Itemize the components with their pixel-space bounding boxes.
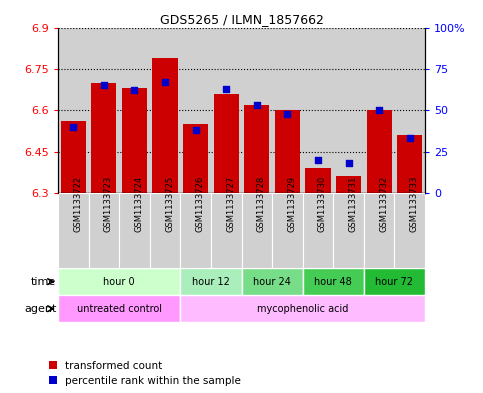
Legend: transformed count, percentile rank within the sample: transformed count, percentile rank withi… [49,361,241,386]
Bar [88,193,119,268]
Bar [119,28,150,193]
Point [284,110,291,117]
Text: GSM1133728: GSM1133728 [257,176,266,232]
Text: GSM1133727: GSM1133727 [226,176,235,232]
Text: untreated control: untreated control [77,304,162,314]
Bar [58,295,180,322]
Bar [275,110,300,193]
Bar [213,94,239,193]
Point [253,102,261,108]
Point [222,86,230,92]
Bar [61,121,86,193]
Bar [180,268,242,295]
Bar [58,28,88,193]
Bar [58,193,88,268]
Bar [303,28,333,193]
Bar [153,58,178,193]
Bar [88,28,119,193]
Point [192,127,199,133]
Text: GSM1133724: GSM1133724 [134,176,143,232]
Bar [272,193,303,268]
Bar [150,193,180,268]
Text: GSM1133732: GSM1133732 [379,176,388,232]
Text: mycophenolic acid: mycophenolic acid [257,304,348,314]
Point [314,157,322,163]
Bar [397,135,422,193]
Bar [333,28,364,193]
Bar [272,28,303,193]
Bar [395,28,425,193]
Bar [242,268,303,295]
Bar [395,193,425,268]
Bar [244,105,270,193]
Text: hour 24: hour 24 [253,277,291,286]
Bar [364,28,395,193]
Point [375,107,383,113]
Bar [336,176,361,193]
Text: hour 0: hour 0 [103,277,135,286]
Bar [364,268,425,295]
Bar [305,168,330,193]
Bar [180,295,425,322]
Bar [242,28,272,193]
Text: GSM1133733: GSM1133733 [410,176,419,232]
Text: hour 48: hour 48 [314,277,352,286]
Bar [119,193,150,268]
Bar [242,193,272,268]
Text: hour 72: hour 72 [375,277,413,286]
Bar [303,268,364,295]
Text: GSM1133723: GSM1133723 [104,176,113,232]
Bar [303,193,333,268]
Title: GDS5265 / ILMN_1857662: GDS5265 / ILMN_1857662 [159,13,324,26]
Bar [367,110,392,193]
Bar [183,124,208,193]
Bar [180,28,211,193]
Bar [122,88,147,193]
Text: hour 12: hour 12 [192,277,230,286]
Text: GSM1133729: GSM1133729 [287,176,297,232]
Point [345,160,353,166]
Bar [91,83,116,193]
Text: GSM1133731: GSM1133731 [349,176,357,232]
Text: GSM1133722: GSM1133722 [73,176,82,232]
Text: GSM1133725: GSM1133725 [165,176,174,232]
Bar [180,193,211,268]
Text: GSM1133730: GSM1133730 [318,176,327,232]
Bar [58,268,180,295]
Bar [150,28,180,193]
Bar [364,193,395,268]
Bar [333,193,364,268]
Bar [211,193,242,268]
Point [70,124,77,130]
Point [406,135,413,141]
Text: time: time [31,277,57,286]
Point [100,82,108,88]
Text: GSM1133726: GSM1133726 [196,176,205,232]
Point [130,87,138,94]
Text: agent: agent [24,304,57,314]
Bar [211,28,242,193]
Point [161,79,169,85]
